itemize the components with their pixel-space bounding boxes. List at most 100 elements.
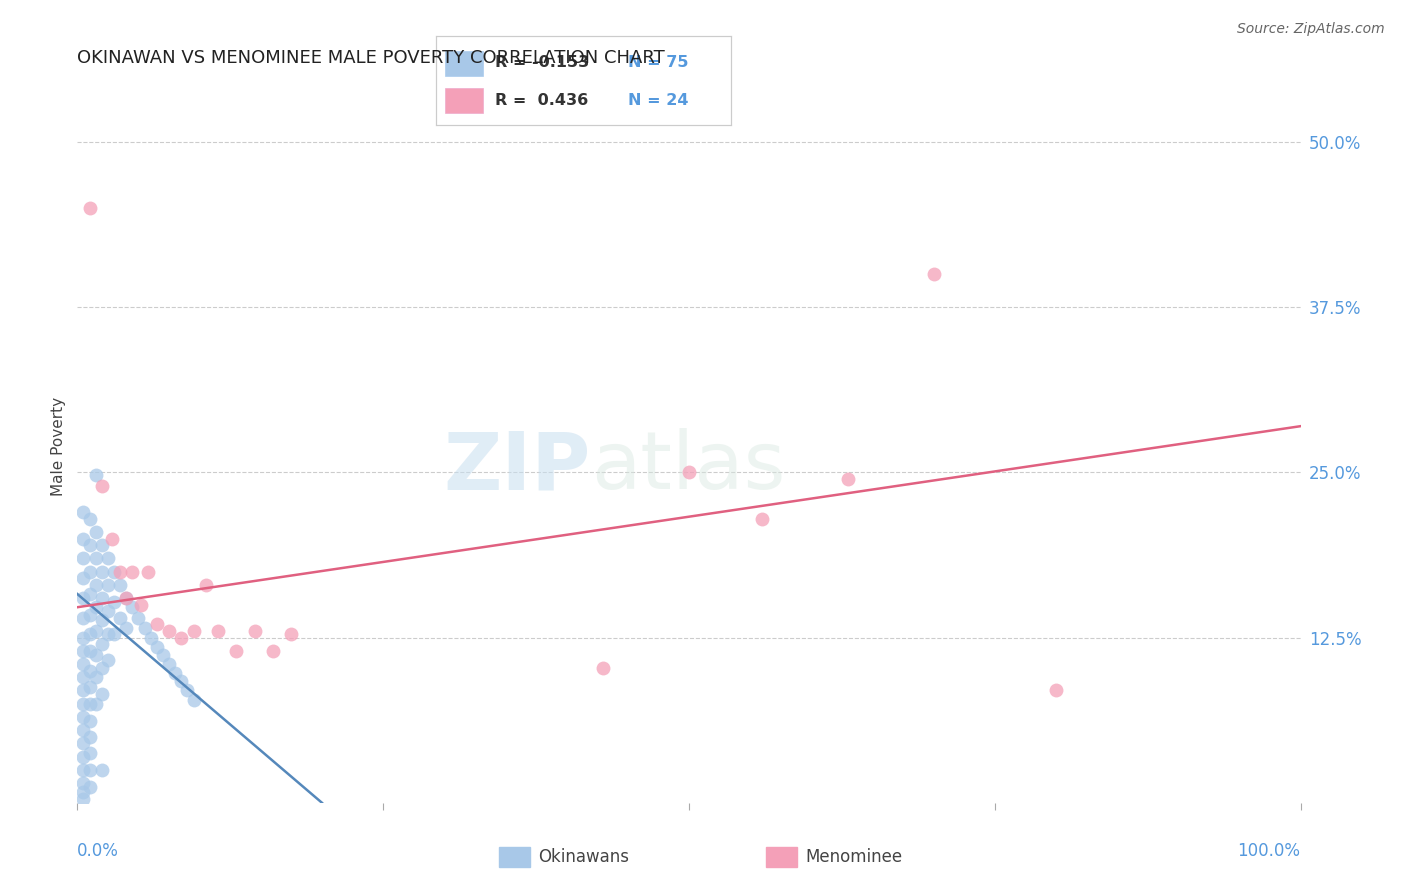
Point [225,644,247,658]
Point [72,532,94,546]
Point [97,578,120,592]
Point [79,587,101,601]
Point [72,571,94,585]
Point [90,637,112,651]
Point [139,631,162,645]
Text: Menominee: Menominee [806,848,903,866]
Text: Source: ZipAtlas.com: Source: ZipAtlas.com [1237,22,1385,37]
Point [103,565,125,579]
Point [84,524,107,539]
Text: Okinawans: Okinawans [538,848,630,866]
Point [72,631,94,645]
Point [115,591,138,605]
Point [280,626,302,640]
Point [84,624,107,638]
Point [84,551,107,566]
Point [72,710,94,724]
Point [72,505,94,519]
Text: OKINAWAN VS MENOMINEE MALE POVERTY CORRELATION CHART: OKINAWAN VS MENOMINEE MALE POVERTY CORRE… [77,49,665,67]
Point [72,736,94,750]
Point [72,776,94,790]
Point [90,591,112,605]
Point [90,538,112,552]
Point [72,611,94,625]
Point [72,749,94,764]
Point [262,644,284,658]
Point [79,511,101,525]
Point [922,267,945,281]
Point [176,683,198,698]
Point [115,591,138,605]
Point [79,538,101,552]
Point [72,792,94,806]
Point [751,511,773,525]
Point [72,551,94,566]
Point [97,551,120,566]
Point [103,626,125,640]
Point [72,670,94,684]
Point [183,624,205,638]
Point [79,664,101,678]
Point [152,648,174,662]
Point [97,626,120,640]
Point [84,578,107,592]
Point [90,661,112,675]
Point [90,614,112,628]
Point [129,598,152,612]
Point [72,723,94,738]
Point [157,624,180,638]
Bar [444,51,484,76]
Point [837,472,859,486]
Point [72,785,94,799]
Point [108,565,131,579]
Point [136,565,159,579]
Point [121,565,143,579]
Point [79,608,101,623]
Point [90,565,112,579]
Point [146,617,169,632]
Point [592,661,614,675]
Y-axis label: Male Poverty: Male Poverty [51,396,66,496]
Point [72,591,94,605]
Point [79,644,101,658]
Point [207,624,229,638]
Point [79,565,101,579]
Point [79,626,101,640]
Point [103,595,125,609]
Point [97,604,120,618]
Point [108,578,131,592]
Text: ZIP: ZIP [444,428,591,507]
Point [79,746,101,760]
Text: atlas: atlas [591,428,786,507]
Point [79,697,101,711]
Point [84,697,107,711]
Point [97,653,120,667]
Point [146,640,169,654]
Point [84,468,107,483]
Point [90,763,112,777]
Point [183,692,205,706]
Point [72,657,94,671]
Point [170,674,193,689]
Point [72,763,94,777]
Point [1045,683,1067,698]
Text: N = 75: N = 75 [627,55,689,70]
Point [108,611,131,625]
Point [194,578,217,592]
Text: N = 24: N = 24 [627,93,689,108]
Point [72,644,94,658]
Point [678,466,700,480]
Point [115,621,138,635]
Point [121,600,143,615]
Text: 0.0%: 0.0% [77,842,120,860]
Point [128,611,150,625]
Point [165,666,187,681]
Point [134,621,156,635]
Text: R = -0.153: R = -0.153 [495,55,589,70]
Point [84,600,107,615]
Point [84,648,107,662]
Point [90,688,112,702]
Point [79,680,101,694]
Point [79,780,101,794]
Point [72,697,94,711]
